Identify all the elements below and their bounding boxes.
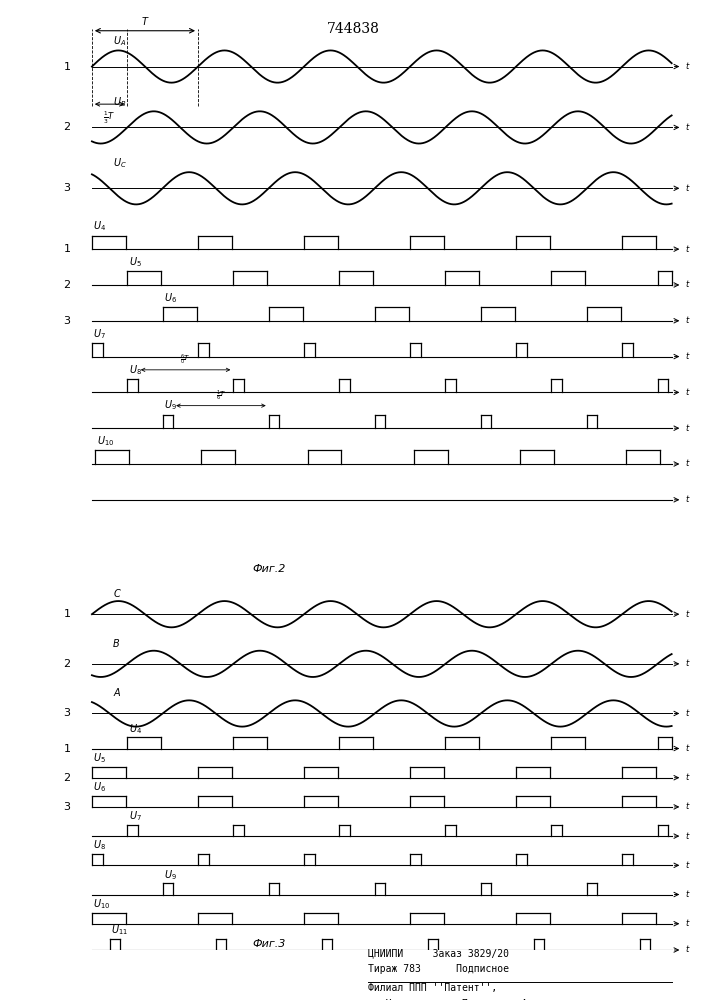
- Text: t: t: [686, 890, 689, 899]
- Text: t: t: [686, 388, 689, 397]
- Text: 1: 1: [64, 244, 71, 254]
- Text: t: t: [686, 245, 689, 254]
- Text: T: T: [142, 17, 148, 27]
- Text: Филиал ППП ''Патент'',: Филиал ППП ''Патент'',: [368, 983, 497, 993]
- Text: $U_{11}$: $U_{11}$: [111, 923, 128, 937]
- Text: 2: 2: [64, 122, 71, 132]
- Text: t: t: [686, 495, 689, 504]
- Text: t: t: [686, 184, 689, 193]
- Text: $U_B$: $U_B$: [113, 95, 127, 109]
- Text: $U_4$: $U_4$: [129, 722, 142, 736]
- Text: $U_7$: $U_7$: [93, 327, 106, 341]
- Text: Тираж 783      Подписное: Тираж 783 Подписное: [368, 964, 508, 974]
- Text: t: t: [686, 352, 689, 361]
- Text: $U_6$: $U_6$: [93, 780, 106, 794]
- Text: $U_C$: $U_C$: [113, 156, 127, 170]
- Text: $U_7$: $U_7$: [129, 809, 141, 823]
- Text: 3: 3: [64, 708, 71, 718]
- Text: $U_4$: $U_4$: [93, 220, 107, 233]
- Text: t: t: [686, 610, 689, 619]
- Text: $U_8$: $U_8$: [129, 363, 141, 377]
- Text: t: t: [686, 123, 689, 132]
- Text: $\frac{1}{6}T$: $\frac{1}{6}T$: [216, 389, 226, 403]
- Text: t: t: [686, 424, 689, 433]
- Text: $U_9$: $U_9$: [164, 868, 177, 882]
- Text: 3: 3: [64, 802, 71, 812]
- Text: Фиг.3: Фиг.3: [252, 939, 286, 949]
- Text: t: t: [686, 62, 689, 71]
- Text: $U_5$: $U_5$: [129, 255, 141, 269]
- Text: $U_5$: $U_5$: [93, 751, 106, 765]
- Text: $U_{10}$: $U_{10}$: [93, 897, 111, 911]
- Text: t: t: [686, 316, 689, 325]
- Text: t: t: [686, 861, 689, 870]
- Text: t: t: [686, 659, 689, 668]
- Text: 2: 2: [64, 773, 71, 783]
- Text: t: t: [686, 832, 689, 841]
- Text: $U_A$: $U_A$: [113, 34, 127, 48]
- Text: A: A: [113, 688, 119, 698]
- Text: 2: 2: [64, 280, 71, 290]
- Text: $U_{10}$: $U_{10}$: [97, 434, 115, 448]
- Text: 3: 3: [64, 183, 71, 193]
- Text: Фиг.2: Фиг.2: [252, 564, 286, 574]
- Text: t: t: [686, 946, 689, 954]
- Text: C: C: [113, 589, 120, 599]
- Text: 1: 1: [64, 744, 71, 754]
- Text: $U_8$: $U_8$: [93, 839, 106, 852]
- Text: t: t: [686, 802, 689, 811]
- Text: t: t: [686, 744, 689, 753]
- Text: 2: 2: [64, 659, 71, 669]
- Text: 1: 1: [64, 609, 71, 619]
- Text: 3: 3: [64, 316, 71, 326]
- Text: t: t: [686, 709, 689, 718]
- Text: $\frac{6}{0}T$: $\frac{6}{0}T$: [180, 353, 191, 367]
- Text: $U_6$: $U_6$: [164, 291, 177, 305]
- Text: t: t: [686, 460, 689, 468]
- Text: t: t: [686, 280, 689, 289]
- Text: ЦНИИПИ     Заказ 3829/20: ЦНИИПИ Заказ 3829/20: [368, 948, 508, 958]
- Text: 744838: 744838: [327, 22, 380, 36]
- Text: $U_9$: $U_9$: [164, 399, 177, 412]
- Text: $\frac{1}{3}T$: $\frac{1}{3}T$: [103, 110, 116, 126]
- Text: t: t: [686, 773, 689, 782]
- Text: B: B: [113, 639, 120, 649]
- Text: t: t: [686, 919, 689, 928]
- Text: 1: 1: [64, 62, 71, 72]
